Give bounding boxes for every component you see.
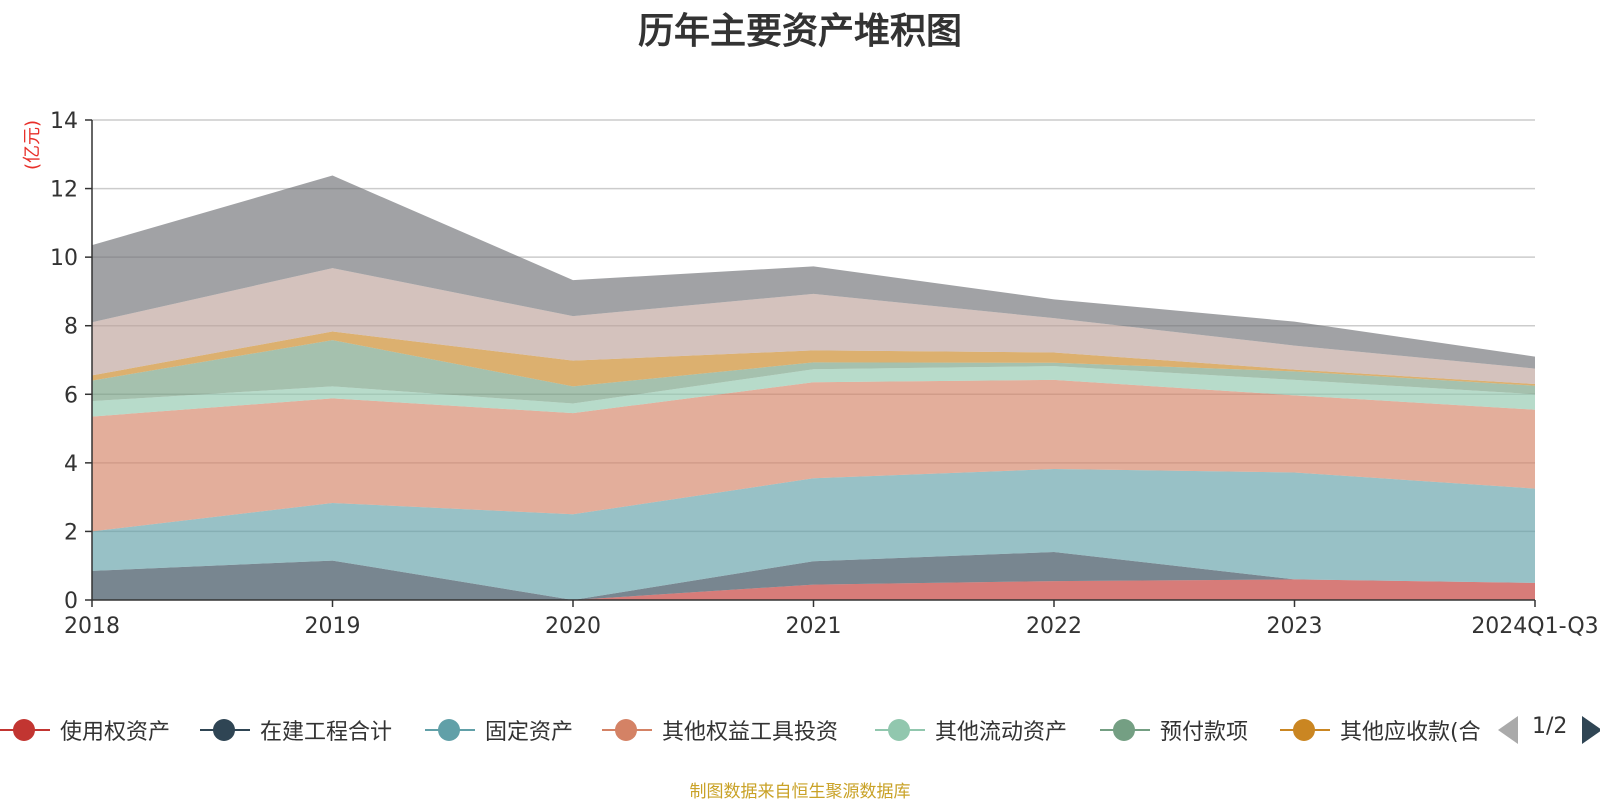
y-tick-label: 2 (64, 520, 78, 545)
area-series-1[interactable] (92, 552, 1535, 600)
x-tick-label: 2021 (786, 614, 842, 639)
legend-marker-icon (200, 715, 250, 745)
y-tick-label: 6 (64, 383, 78, 408)
area-series-0[interactable] (92, 579, 1535, 600)
legend-item[interactable]: 其他权益工具投资 (602, 710, 838, 750)
x-tick-label: 2018 (64, 614, 120, 639)
y-axis-unit-label: (亿元) (22, 120, 43, 170)
y-tick-label: 0 (64, 589, 78, 614)
axes: 0 2 4 6 8 10 12 14 2018 2019 2020 2021 2022 2023 2024Q… (50, 109, 1599, 639)
legend-item[interactable]: 其他应收款(合 (1280, 710, 1480, 750)
legend-label: 固定资产 (485, 720, 574, 745)
area-series-3[interactable] (92, 379, 1535, 532)
y-tick-label: 10 (50, 246, 78, 271)
legend-item[interactable]: 在建工程合计 (200, 710, 392, 750)
x-tick-label: 2022 (1026, 614, 1082, 639)
y-tick-label: 4 (64, 452, 78, 477)
y-tick-label: 12 (50, 178, 78, 203)
legend-marker-icon (425, 715, 475, 745)
area-series-2[interactable] (92, 469, 1535, 600)
area-series-6[interactable] (92, 331, 1535, 387)
legend-label: 其他权益工具投资 (662, 720, 839, 745)
area-series-group (92, 175, 1535, 600)
legend-item[interactable]: 预付款项 (1100, 710, 1248, 750)
area-series-5[interactable] (92, 340, 1535, 404)
y-tick-label: 8 (64, 315, 78, 340)
x-tick-label: 2023 (1267, 614, 1323, 639)
legend: 使用权资产 在建工程合计 固定资产 其他权益工具投资 其他流动资产 预付款项 其他应收款(合… (0, 710, 1600, 750)
y-tick-label: 14 (50, 109, 78, 134)
legend-items-viewport: 使用权资产 在建工程合计 固定资产 其他权益工具投资 其他流动资产 预付款项 其他应收款(合 (0, 710, 1480, 750)
legend-marker-icon (1280, 715, 1330, 745)
x-tick-label: 2020 (545, 614, 601, 639)
chart-title: 历年主要资产堆积图 (637, 10, 962, 51)
source-note: 制图数据来自恒生聚源数据库 (689, 782, 911, 802)
legend-prev-page-icon[interactable] (1498, 716, 1518, 744)
x-tick-label: 2019 (305, 614, 361, 639)
legend-marker-icon (875, 715, 925, 745)
legend-item[interactable]: 使用权资产 (0, 710, 170, 750)
legend-label: 其他应收款(合 (1340, 720, 1480, 745)
legend-label: 在建工程合计 (260, 720, 393, 745)
x-tick-label: 2024Q1-Q3 (1471, 614, 1598, 639)
legend-marker-icon (0, 715, 50, 745)
legend-marker-icon (602, 715, 652, 745)
legend-label: 其他流动资产 (935, 720, 1068, 745)
legend-label: 使用权资产 (60, 720, 171, 745)
legend-item[interactable]: 其他流动资产 (875, 710, 1067, 750)
legend-marker-icon (1100, 715, 1150, 745)
legend-page-indicator: 1/2 (1532, 714, 1568, 739)
legend-pager: 1/2 (1498, 710, 1600, 750)
legend-next-page-icon[interactable] (1582, 716, 1600, 744)
legend-item[interactable]: 固定资产 (425, 710, 573, 750)
area-series-8[interactable] (92, 175, 1535, 369)
area-series-7[interactable] (92, 268, 1535, 384)
legend-label: 预付款项 (1160, 720, 1249, 745)
area-series-4[interactable] (92, 366, 1535, 417)
stacked-area-chart: 0 2 4 6 8 10 12 14 2018 2019 2020 2021 2022 2023 2024Q… (22, 109, 1599, 639)
